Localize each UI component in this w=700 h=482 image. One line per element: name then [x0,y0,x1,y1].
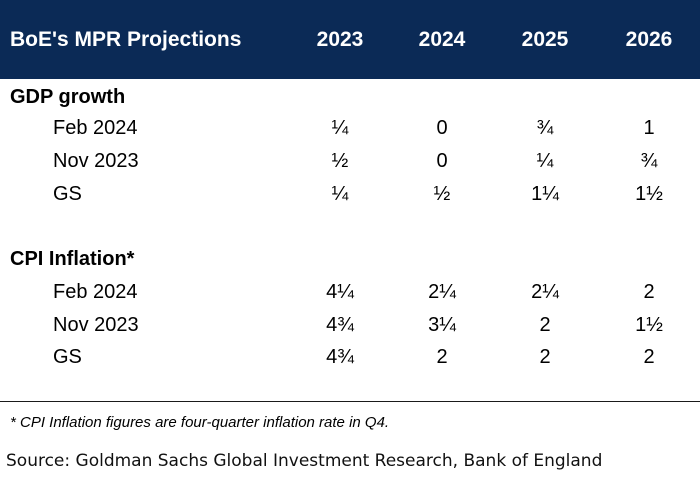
cell-value: ¼ [331,183,349,205]
section-title-gdp: GDP growth [10,86,126,108]
year-header-2024: 2024 [418,28,466,51]
footnote: * CPI Inflation figures are four-quarter… [10,414,390,431]
cell-value: 0 [436,150,448,172]
cell-value: 3¼ [428,314,456,336]
cell-value: 4¾ [326,346,354,368]
year-header-2023: 2023 [316,28,364,51]
cell-value: 2 [436,346,448,368]
cell-value: 2 [643,281,655,303]
cell-value: ¾ [536,117,554,139]
source-line: Source: Goldman Sachs Global Investment … [6,451,603,471]
row-label: GS [53,346,82,368]
year-header-2026: 2026 [625,28,673,51]
year-header-2025: 2025 [521,28,569,51]
cell-value: 1½ [635,183,663,205]
section-title-cpi: CPI Inflation* [10,248,135,270]
row-label: Feb 2024 [53,117,138,139]
cell-value: 1 [643,117,655,139]
cell-value: ½ [433,183,451,205]
cell-value: 2 [539,346,551,368]
table-title: BoE's MPR Projections [10,28,242,51]
table-row: Nov 2023 ½ 0 ¼ ¾ [0,150,700,182]
row-label: Nov 2023 [53,314,139,336]
table-bottom-rule [0,401,700,402]
row-label: GS [53,183,82,205]
table-row: Feb 2024 4¼ 2¼ 2¼ 2 [0,281,700,313]
cell-value: 2¼ [428,281,456,303]
cell-value: 2 [539,314,551,336]
cell-value: 4¾ [326,314,354,336]
cell-value: ¾ [640,150,658,172]
row-label: Nov 2023 [53,150,139,172]
cell-value: 2 [643,346,655,368]
cell-value: 1¼ [531,183,559,205]
row-label: Feb 2024 [53,281,138,303]
cell-value: ¼ [331,117,349,139]
cell-value: 1½ [635,314,663,336]
cell-value: 0 [436,117,448,139]
table-header: BoE's MPR Projections 2023 2024 2025 202… [0,0,700,79]
table-row: Nov 2023 4¾ 3¼ 2 1½ [0,314,700,346]
cell-value: ½ [331,150,349,172]
cell-value: 2¼ [531,281,559,303]
table-row: GS 4¾ 2 2 2 [0,346,700,378]
cell-value: 4¼ [326,281,354,303]
table-row: Feb 2024 ¼ 0 ¾ 1 [0,117,700,149]
cell-value: ¼ [536,150,554,172]
table-row: GS ¼ ½ 1¼ 1½ [0,183,700,215]
